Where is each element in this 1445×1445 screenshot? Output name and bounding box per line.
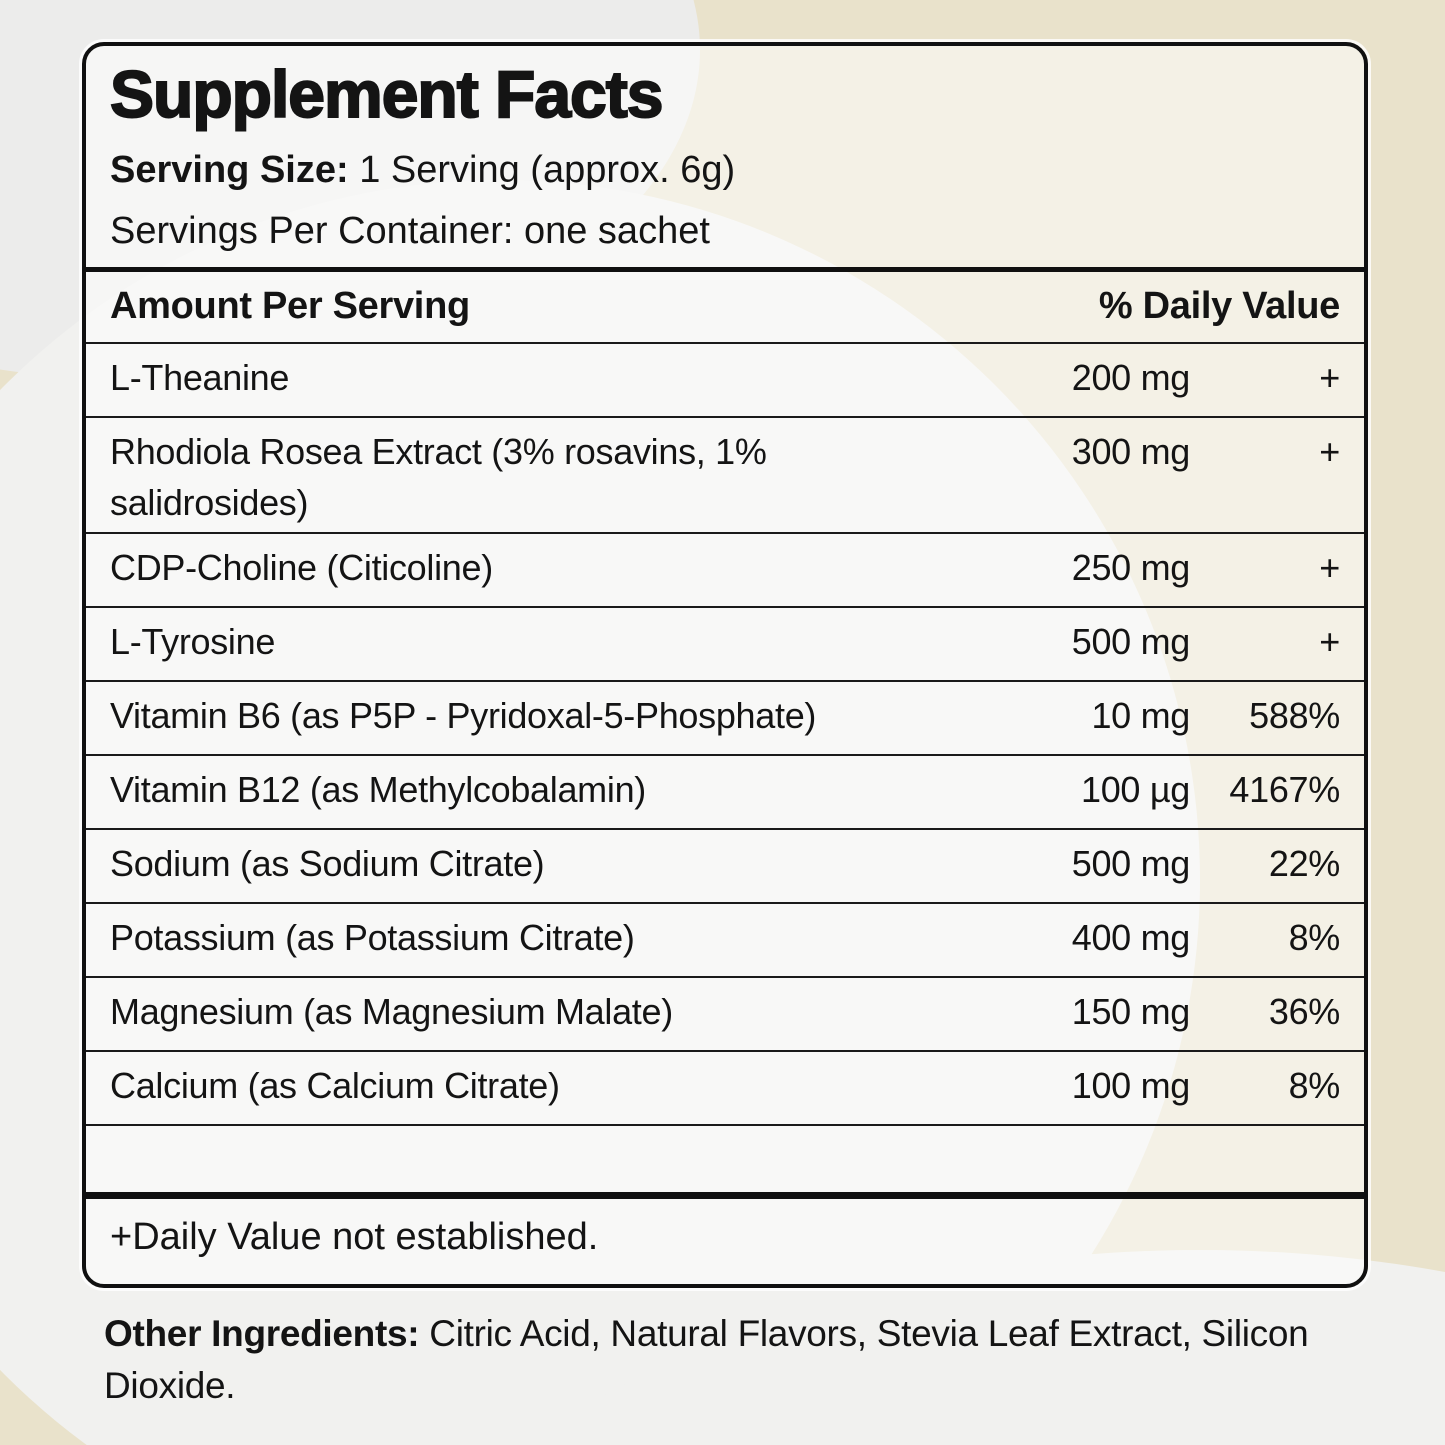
ingredient-amount: 400 mg [1071,917,1191,959]
ingredient-amount: 300 mg [1071,431,1191,473]
table-row: Vitamin B6 (as P5P - Pyridoxal-5-Phospha… [86,682,1364,757]
ingredient-name: Calcium (as Calcium Citrate) [110,1065,560,1107]
table-row: Vitamin B12 (as Methylcobalamin) 100 µg … [86,756,1364,831]
ingredient-amount: 500 mg [1071,621,1191,663]
ingredient-daily-value: 8% [1288,1065,1341,1107]
table-header-row: Amount Per Serving % Daily Value [86,272,1364,345]
ingredient-daily-value: 588% [1249,695,1340,737]
ingredient-amount: 10 mg [1091,695,1190,737]
ingredient-daily-value: 4167% [1229,769,1340,811]
serving-size-line: Serving Size: 1 Serving (approx. 6g) [110,145,1340,196]
daily-value-footnote: +Daily Value not established. [110,1216,599,1259]
ingredient-daily-value: + [1319,431,1340,473]
divider-before-footnote [86,1192,1364,1200]
ingredient-amount: 150 mg [1071,991,1191,1033]
other-ingredients: Other Ingredients: Citric Acid, Natural … [104,1308,1424,1412]
panel-title: Supplement Facts [109,57,664,131]
ingredient-daily-value: + [1319,621,1340,663]
ingredient-name: Rhodiola Rosea Extract (3% rosavins, 1% … [110,431,767,524]
table-row: Potassium (as Potassium Citrate) 400 mg … [86,904,1364,979]
ingredient-amount: 200 mg [1071,357,1191,399]
table-row: Rhodiola Rosea Extract (3% rosavins, 1% … [86,418,1364,535]
table-row: L-Theanine 200 mg + [86,344,1364,419]
ingredient-amount: 250 mg [1071,547,1191,589]
ingredient-daily-value: 8% [1288,917,1341,959]
column-header-daily-value: % Daily Value [1098,285,1340,328]
supplement-facts-panel: Supplement Facts Serving Size: 1 Serving… [82,42,1368,1288]
empty-row [86,1126,1364,1192]
ingredient-amount: 100 mg [1071,1065,1191,1107]
table-row: Magnesium (as Magnesium Malate) 150 mg 3… [86,978,1364,1053]
ingredient-name: L-Tyrosine [110,621,276,663]
ingredient-daily-value: + [1319,357,1340,399]
table-row: Sodium (as Sodium Citrate) 500 mg 22% [86,830,1364,905]
table-row: L-Tyrosine 500 mg + [86,608,1364,683]
servings-per-container-line: Servings Per Container: one sachet [110,209,710,252]
ingredient-name: CDP-Choline (Citicoline) [110,547,493,589]
panel-header: Supplement Facts Serving Size: 1 Serving… [86,46,1364,267]
ingredient-name: Vitamin B6 (as P5P - Pyridoxal-5-Phospha… [110,695,817,737]
ingredient-daily-value: 36% [1268,991,1340,1033]
serving-size-value: 1 Serving (approx. 6g) [348,148,736,191]
divider-after-serving-info [86,267,1364,273]
ingredient-daily-value: 22% [1268,843,1340,885]
ingredient-name: L-Theanine [110,357,290,399]
ingredient-name: Sodium (as Sodium Citrate) [110,843,545,885]
table-body: L-Theanine 200 mg + Rhodiola Rosea Extra… [86,344,1364,1127]
ingredient-name: Potassium (as Potassium Citrate) [110,917,635,959]
table-row: CDP-Choline (Citicoline) 250 mg + [86,534,1364,609]
ingredient-amount: 100 µg [1080,769,1190,811]
table-row: Calcium (as Calcium Citrate) 100 mg 8% [86,1052,1364,1127]
ingredient-name: Vitamin B12 (as Methylcobalamin) [110,769,646,811]
other-ingredients-value: Citric Acid, Natural Flavors, Stevia Lea… [104,1313,1309,1406]
ingredient-name: Magnesium (as Magnesium Malate) [110,991,673,1033]
column-header-amount-per-serving: Amount Per Serving [110,285,470,328]
other-ingredients-label: Other Ingredients: [104,1313,420,1354]
ingredient-daily-value: + [1319,547,1340,589]
serving-size-label: Serving Size: [110,148,349,191]
ingredient-amount: 500 mg [1071,843,1191,885]
